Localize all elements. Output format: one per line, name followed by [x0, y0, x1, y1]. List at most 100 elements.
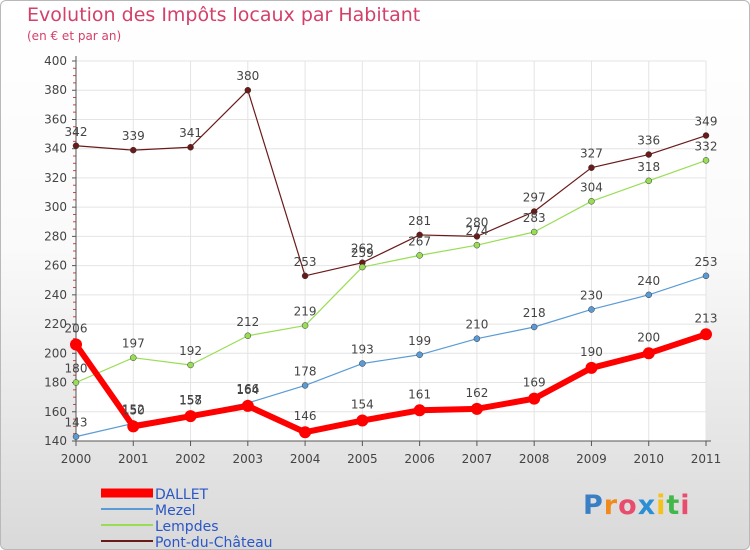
data-point — [244, 86, 252, 94]
logo-letter: i — [656, 490, 667, 521]
series-line — [75, 159, 707, 384]
x-tick-label: 2005 — [347, 452, 378, 466]
logo-letter: x — [637, 490, 657, 521]
data-label: 218 — [523, 306, 546, 320]
data-label: 157 — [179, 393, 202, 407]
legend-item: Lempdes — [101, 519, 219, 535]
data-label: 332 — [695, 139, 718, 153]
data-point — [645, 177, 652, 185]
data-point — [588, 306, 595, 313]
data-point — [184, 410, 197, 423]
x-tick-label: 2002 — [175, 452, 206, 466]
data-label: 280 — [465, 215, 488, 229]
data-point — [244, 332, 252, 340]
data-label: 341 — [179, 126, 202, 140]
data-label: 152 — [122, 402, 145, 416]
y-tick-label: 280 — [44, 229, 67, 243]
y-tick-label: 200 — [44, 346, 67, 360]
data-label: 169 — [523, 376, 546, 390]
data-point — [359, 263, 366, 271]
data-point — [588, 164, 595, 171]
data-point — [416, 231, 423, 239]
data-point — [356, 414, 369, 427]
data-point — [530, 208, 538, 215]
data-label: 193 — [351, 343, 374, 357]
x-tick-label: 2004 — [290, 452, 321, 466]
data-point — [642, 347, 655, 360]
data-point — [700, 328, 712, 341]
data-label: 304 — [580, 180, 603, 194]
x-tick-label: 2000 — [61, 452, 92, 466]
series-line — [73, 331, 709, 436]
legend-item: Mezel — [101, 503, 196, 519]
legend-item: DALLET — [101, 487, 209, 503]
data-label: 297 — [523, 191, 546, 205]
x-tick-label: 2007 — [462, 452, 493, 466]
data-point — [70, 338, 82, 351]
logo-letter: i — [680, 490, 691, 521]
data-point — [301, 322, 309, 329]
data-label: 178 — [294, 364, 317, 378]
data-label: 380 — [236, 69, 259, 83]
logo-letter: r — [603, 490, 619, 521]
data-label: 206 — [65, 322, 88, 336]
data-label: 327 — [580, 147, 603, 161]
data-point — [72, 433, 80, 440]
x-tick-label: 2006 — [404, 452, 435, 466]
data-label: 143 — [65, 416, 88, 430]
data-label: 199 — [408, 334, 431, 348]
proxiti-logo: Proxiti — [583, 490, 691, 521]
data-point — [127, 420, 140, 433]
data-label: 253 — [695, 255, 718, 269]
data-point — [530, 323, 538, 331]
data-point — [645, 291, 652, 299]
y-tick-label: 240 — [44, 288, 67, 302]
data-label: 197 — [122, 337, 145, 351]
data-point — [645, 151, 652, 158]
y-tick-label: 180 — [44, 376, 67, 390]
data-label: 180 — [65, 362, 88, 376]
y-tick-label: 220 — [44, 317, 67, 331]
data-point — [416, 351, 423, 359]
series-line — [75, 89, 707, 277]
data-label: 339 — [122, 129, 145, 143]
data-label: 192 — [179, 344, 202, 358]
chart-title: Evolution des Impôts locaux par Habitant — [27, 4, 421, 26]
data-point — [187, 361, 194, 369]
data-label: 230 — [580, 288, 603, 302]
data-label: 200 — [637, 330, 660, 344]
data-label: 253 — [294, 255, 317, 269]
y-tick-label: 360 — [44, 112, 67, 126]
data-point — [359, 360, 366, 367]
x-tick-label: 2010 — [633, 452, 664, 466]
series-dallet: 206 150 157 164 146 154 161 162 169 190 200 213 — [65, 311, 717, 439]
data-label: 318 — [637, 160, 660, 174]
data-point — [702, 272, 710, 280]
legend-label: Pont-du-Château — [155, 535, 273, 550]
chart-subtitle: (en € et par an) — [27, 29, 122, 43]
data-point — [473, 233, 481, 240]
data-point — [473, 335, 481, 342]
x-tick-label: 2003 — [233, 452, 264, 466]
data-label: 154 — [351, 398, 374, 412]
y-tick-label: 380 — [44, 83, 67, 97]
y-tick-label: 140 — [44, 434, 67, 448]
x-tick-label: 2001 — [118, 452, 149, 466]
data-label: 262 — [351, 242, 374, 256]
data-label: 190 — [580, 345, 603, 359]
y-tick-label: 260 — [44, 259, 67, 273]
data-point — [241, 399, 254, 412]
data-point — [473, 241, 481, 249]
legend-label: Lempdes — [155, 519, 219, 535]
data-label: 161 — [408, 387, 431, 401]
y-tick-label: 400 — [44, 54, 67, 68]
data-label: 281 — [408, 214, 431, 228]
data-label: 210 — [465, 318, 488, 332]
data-point — [588, 198, 595, 205]
data-point — [702, 132, 710, 139]
logo-letter: o — [618, 490, 638, 521]
data-label: 274 — [465, 224, 488, 238]
x-tick-label: 2008 — [519, 452, 550, 466]
data-label: 259 — [351, 246, 374, 260]
